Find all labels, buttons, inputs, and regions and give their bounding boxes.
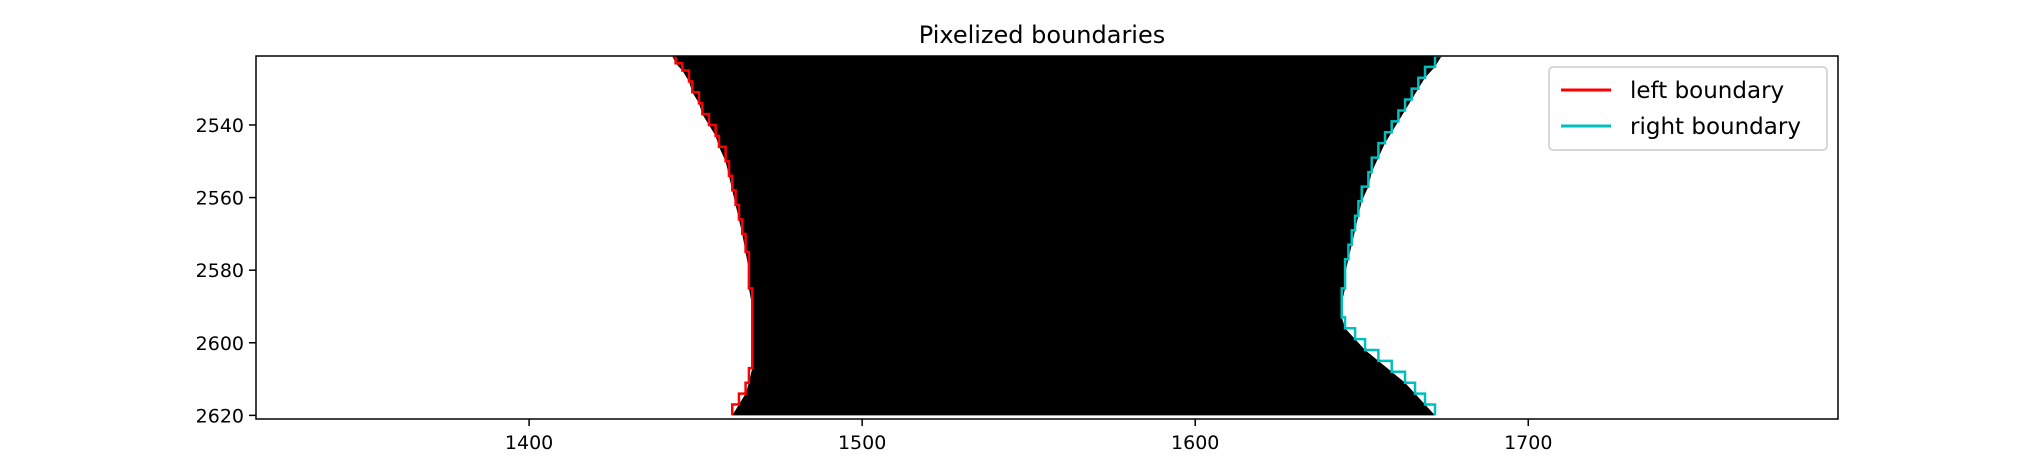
x-tick-label: 1400 <box>505 432 553 454</box>
legend-label: left boundary <box>1630 78 1784 104</box>
x-tick-label: 1700 <box>1504 432 1552 454</box>
x-tick-label: 1600 <box>1171 432 1219 454</box>
x-tick-label: 1500 <box>838 432 886 454</box>
pixel-region-fill <box>672 56 1442 416</box>
y-tick-label: 2620 <box>196 405 244 427</box>
y-tick-label: 2540 <box>196 115 244 137</box>
legend-box <box>1548 66 1828 151</box>
left-boundary-line <box>672 56 754 416</box>
legend-label: right boundary <box>1630 114 1801 140</box>
right-boundary-line <box>1340 56 1442 416</box>
axes-frame <box>255 55 1839 420</box>
legend: left boundary right boundary <box>1548 66 1828 151</box>
y-tick-label: 2600 <box>196 333 244 355</box>
chart-title: Pixelized boundaries <box>919 21 1166 49</box>
y-tick-label: 2560 <box>196 188 244 210</box>
y-tick-label: 2580 <box>196 260 244 282</box>
